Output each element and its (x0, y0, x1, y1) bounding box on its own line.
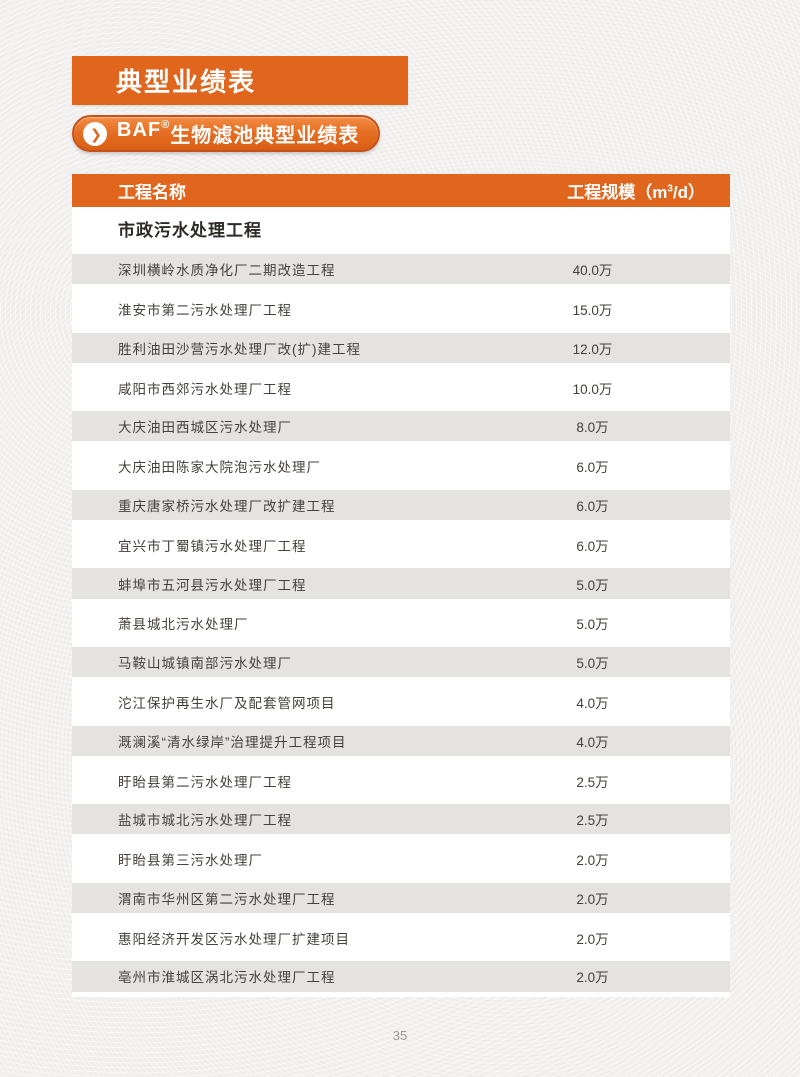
project-name-cell: 溉澜溪“清水绿岸”治理提升工程项目 (118, 734, 347, 750)
section-title: 市政污水处理工程 (118, 221, 262, 240)
table-row: 淮安市第二污水处理厂工程 15.0万 (72, 289, 730, 329)
project-name-cell: 胜利油田沙营污水处理厂改(扩)建工程 (118, 341, 361, 357)
project-scale-cell: 10.0万 (572, 381, 613, 397)
project-scale-cell: 6.0万 (576, 460, 609, 476)
project-name-cell: 宜兴市丁蜀镇污水处理厂工程 (118, 538, 307, 554)
table-row: 萧县城北污水处理厂 5.0万 (72, 603, 730, 643)
table-row: 蚌埠市五河县污水处理厂工程 5.0万 (72, 564, 730, 604)
table-row: 沱江保护再生水厂及配套管网项目 4.0万 (72, 682, 730, 722)
project-name-cell: 沱江保护再生水厂及配套管网项目 (118, 695, 336, 711)
project-scale-cell: 12.0万 (572, 341, 613, 357)
project-name-cell: 深圳横岭水质净化厂二期改造工程 (118, 263, 336, 279)
header-project-scale: 工程规模（m3/d） (567, 183, 705, 202)
table-row: 马鞍山城镇南部污水处理厂 5.0万 (72, 642, 730, 683)
table-row: 宜兴市丁蜀镇污水处理厂工程 6.0万 (72, 525, 730, 565)
page-number: 35 (392, 1028, 408, 1043)
project-scale-cell: 6.0万 (576, 498, 609, 514)
table-row: 胜利油田沙营污水处理厂改(扩)建工程 12.0万 (72, 328, 730, 368)
project-scale-cell: 5.0万 (576, 656, 609, 672)
superscript-3: 3 (667, 183, 673, 195)
project-scale-cell: 6.0万 (576, 538, 609, 554)
project-name-cell: 淮安市第二污水处理厂工程 (118, 302, 292, 318)
table-body: 深圳横岭水质净化厂二期改造工程 40.0万淮安市第二污水处理厂工程 15.0万胜利油… (72, 250, 730, 997)
project-name-cell: 咸阳市西郊污水处理厂工程 (118, 381, 292, 397)
project-scale-cell: 2.0万 (576, 931, 609, 947)
project-name-cell: 惠阳经济开发区污水处理厂扩建项目 (118, 931, 350, 947)
project-name-cell: 渭南市华州区第二污水处理厂工程 (118, 891, 336, 907)
project-name-cell: 大庆油田陈家大院泡污水处理厂 (118, 460, 321, 476)
table-row: 重庆唐家桥污水处理厂改扩建工程 6.0万 (72, 485, 730, 526)
header-project-name: 工程名称 (118, 183, 186, 202)
project-name-cell: 盱眙县第三污水处理厂 (118, 853, 263, 869)
arrow-circle-icon: ❯ (83, 121, 107, 146)
table-row: 大庆油田陈家大院泡污水处理厂 6.0万 (72, 446, 730, 486)
section-header-row: 市政污水处理工程 (72, 207, 730, 250)
project-scale-cell: 40.0万 (572, 263, 613, 279)
project-name-cell: 大庆油田西城区污水处理厂 (118, 420, 292, 436)
table-row: 溉澜溪“清水绿岸”治理提升工程项目 4.0万 (72, 721, 730, 761)
table-row: 渭南市华州区第二污水处理厂工程 2.0万 (72, 878, 730, 919)
title-banner: 典型业绩表 (72, 56, 408, 105)
project-scale-cell: 2.0万 (576, 891, 609, 907)
project-scale-cell: 5.0万 (576, 617, 609, 633)
project-scale-cell: 4.0万 (576, 734, 609, 750)
project-name-cell: 盱眙县第二污水处理厂工程 (118, 774, 292, 790)
project-scale-cell: 4.0万 (576, 695, 609, 711)
project-name-cell: 萧县城北污水处理厂 (118, 617, 249, 633)
project-scale-cell: 2.0万 (576, 970, 609, 986)
table-row: 亳州市淮城区涡北污水处理厂工程 2.0万 (72, 957, 730, 997)
table-row: 深圳横岭水质净化厂二期改造工程 40.0万 (72, 250, 730, 290)
project-scale-cell: 8.0万 (576, 420, 609, 436)
project-name-cell: 马鞍山城镇南部污水处理厂 (118, 656, 292, 672)
chevron-right-icon: ❯ (90, 125, 102, 142)
project-scale-cell: 15.0万 (572, 302, 613, 318)
performance-table: 工程名称 工程规模（m3/d） 市政污水处理工程 深圳横岭水质净化厂二期改造工程… (72, 174, 730, 997)
table-row: 盱眙县第三污水处理厂 2.0万 (72, 839, 730, 879)
project-scale-cell: 5.0万 (576, 577, 609, 593)
subtitle-brand: BAF (117, 119, 162, 141)
table-row: 盱眙县第二污水处理厂工程 2.5万 (72, 760, 730, 801)
table-header-row: 工程名称 工程规模（m3/d） (72, 174, 730, 207)
project-name-cell: 重庆唐家桥污水处理厂改扩建工程 (118, 498, 336, 514)
project-scale-cell: 2.5万 (576, 774, 609, 790)
table-row: 惠阳经济开发区污水处理厂扩建项目 2.0万 (72, 918, 730, 958)
subtitle-label: BAF ® 生物滤池典型业绩表 (117, 119, 359, 148)
project-scale-cell: 2.0万 (576, 853, 609, 869)
subtitle-rest: 生物滤池典型业绩表 (170, 125, 360, 147)
project-scale-cell: 2.5万 (576, 813, 609, 829)
table-row: 盐城市城北污水处理厂工程 2.5万 (72, 800, 730, 840)
project-name-cell: 盐城市城北污水处理厂工程 (118, 813, 292, 829)
registered-mark: ® (161, 119, 171, 131)
subtitle-pill: ❯ BAF ® 生物滤池典型业绩表 (72, 115, 380, 152)
table-row: 咸阳市西郊污水处理厂工程 10.0万 (72, 367, 730, 408)
project-name-cell: 亳州市淮城区涡北污水处理厂工程 (118, 970, 336, 986)
project-name-cell: 蚌埠市五河县污水处理厂工程 (118, 577, 307, 593)
table-row: 大庆油田西城区污水处理厂 8.0万 (72, 407, 730, 447)
page-title: 典型业绩表 (116, 67, 257, 97)
